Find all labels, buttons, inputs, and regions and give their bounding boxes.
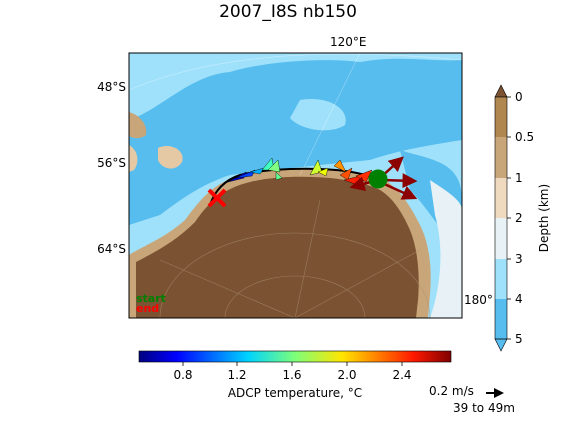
lon-top-label: 120°E	[330, 35, 367, 49]
lat-label-64: 64°S	[97, 242, 126, 256]
lat-label-48: 48°S	[97, 80, 126, 94]
temp-tick-4: 2.4	[392, 368, 412, 382]
map-frame	[128, 52, 463, 319]
start-label: start	[136, 292, 166, 305]
deep-ocean-area	[129, 58, 462, 225]
tasmania-land	[158, 145, 183, 169]
depth-colorbar	[494, 84, 511, 352]
depth-range-label: 39 to 49m	[453, 401, 515, 415]
end-marker	[207, 188, 227, 208]
lon-right-label: 180°	[464, 293, 493, 307]
depth-tick-4: 3	[515, 252, 523, 266]
shelf-area	[430, 180, 462, 318]
end-label: end	[136, 302, 160, 315]
graticule	[159, 199, 431, 318]
depth-tick-2: 1	[515, 171, 523, 185]
depth-colorbar-label: Depth (km)	[537, 183, 551, 253]
depth-tick-1: 0.5	[515, 130, 535, 144]
temp-tick-2: 1.6	[282, 368, 302, 382]
temp-colorbar-label: ADCP temperature, °C	[227, 386, 363, 400]
depth-tick-6: 5	[515, 332, 523, 346]
speed-legend-arrow	[486, 388, 504, 398]
antarctica-land	[136, 176, 419, 318]
speed-legend-label: 0.2 m/s	[429, 384, 474, 398]
temp-tick-1: 1.2	[227, 368, 247, 382]
mid-ocean-patch	[290, 99, 346, 131]
island-left	[129, 145, 138, 172]
map-panel	[129, 53, 462, 318]
lat-label-56: 56°S	[97, 156, 126, 170]
figure-title: 2007_I8S nb150	[219, 2, 357, 22]
graticule-ocean	[129, 53, 462, 176]
temp-tick-3: 2.0	[337, 368, 357, 382]
australia-land	[129, 112, 147, 139]
temp-tick-0: 0.8	[173, 368, 193, 382]
temperature-colorbar	[138, 350, 452, 366]
depth-tick-5: 4	[515, 292, 523, 306]
depth-tick-3: 2	[515, 211, 523, 225]
start-marker	[368, 169, 388, 189]
depth-tick-0: 0	[515, 90, 523, 104]
